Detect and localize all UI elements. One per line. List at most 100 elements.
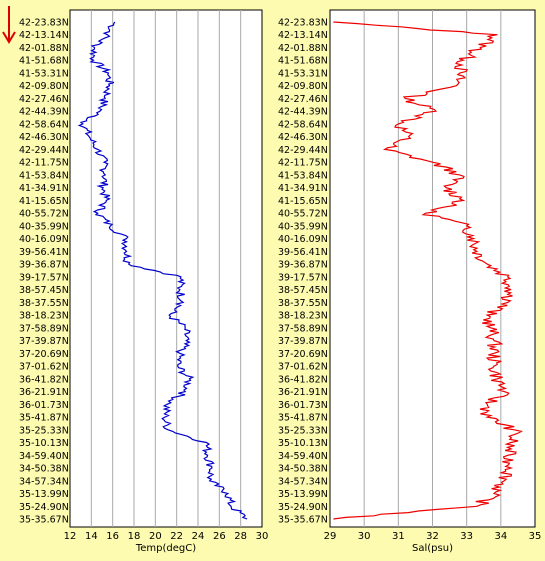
temp-y-tick-label: 42-23.83N (19, 18, 69, 29)
sal-x-tick-label: 35 (529, 531, 542, 542)
temp-series-line (77, 21, 248, 520)
sal-y-tick-label: 35-35.67N (278, 515, 328, 526)
temp-x-axis-label: Temp(degC) (135, 543, 196, 554)
sal-y-tick-label: 42-23.83N (278, 18, 328, 29)
sal-y-tick-label: 39-36.87N (278, 260, 328, 271)
sal-x-axis-label: Sal(psu) (412, 543, 453, 554)
temp-y-tick-label: 42-09.80N (19, 81, 69, 92)
sal-y-tick-label: 38-57.45N (278, 285, 328, 296)
sal-x-tick-label: 29 (324, 531, 337, 542)
sal-y-tick-label: 41-51.68N (278, 56, 328, 67)
temp-y-tick-label: 37-20.69N (19, 349, 69, 360)
temp-y-tick-label: 42-46.30N (19, 132, 69, 143)
temp-plot-area (69, 9, 263, 528)
temp-y-tick-label: 39-36.87N (19, 260, 69, 271)
arrow-head (2, 31, 16, 44)
temp-y-tick-label: 42-27.46N (19, 94, 69, 105)
temp-x-tick-label: 26 (213, 531, 226, 542)
sal-y-tick-label: 42-27.46N (278, 94, 328, 105)
sal-y-tick-label: 36-21.91N (278, 387, 328, 398)
sal-y-tick-label: 38-37.55N (278, 298, 328, 309)
temp-y-tick-label: 41-53.84N (19, 170, 69, 181)
sal-y-tick-label: 35-24.90N (278, 502, 328, 513)
temp-y-tick-label: 40-16.09N (19, 234, 69, 245)
sal-y-tick-label: 41-53.31N (278, 68, 328, 79)
sal-y-tick-label: 42-29.44N (278, 145, 328, 156)
temp-y-tick-label: 39-56.41N (19, 247, 69, 258)
sal-y-tick-label: 38-18.23N (278, 311, 328, 322)
sal-y-tick-label: 35-13.99N (278, 489, 328, 500)
sal-y-tick-label: 36-01.73N (278, 400, 328, 411)
sal-x-tick-label: 33 (460, 531, 473, 542)
sal-y-tick-label: 35-10.13N (278, 438, 328, 449)
sal-y-tick-label: 34-57.34N (278, 476, 328, 487)
temp-y-tick-label: 35-10.13N (19, 438, 69, 449)
sal-y-tick-label: 40-16.09N (278, 234, 328, 245)
temp-y-tick-label: 35-13.99N (19, 489, 69, 500)
sal-y-tick-label: 37-39.87N (278, 336, 328, 347)
down-arrow-icon (2, 6, 16, 44)
temp-x-tick-label: 30 (256, 531, 269, 542)
sal-y-tick-label: 42-44.39N (278, 107, 328, 118)
temp-y-tick-label: 35-35.67N (19, 515, 69, 526)
salinity-panel: 29 30 31 32 33 34 35 Sal(psu) 42-23.83N42-13.14N… (278, 9, 542, 554)
sal-y-tick-label: 39-17.57N (278, 272, 328, 283)
sal-x-tick-label: 32 (426, 531, 439, 542)
sal-y-tick-label: 39-56.41N (278, 247, 328, 258)
temp-x-tick-label: 22 (170, 531, 183, 542)
temp-y-tick-label: 38-18.23N (19, 311, 69, 322)
temp-y-tick-label: 35-24.90N (19, 502, 69, 513)
temp-y-tick-label: 40-35.99N (19, 221, 69, 232)
sal-y-tick-label: 35-41.87N (278, 413, 328, 424)
temp-y-tick-label: 42-13.14N (19, 30, 69, 41)
temp-y-tick-label: 37-01.62N (19, 362, 69, 373)
temp-y-tick-label: 34-57.34N (19, 476, 69, 487)
temp-y-tick-label: 36-21.91N (19, 387, 69, 398)
sal-y-tick-label: 37-01.62N (278, 362, 328, 373)
sal-x-tick-label: 31 (392, 531, 405, 542)
temp-y-tick-label: 42-58.64N (19, 119, 69, 130)
temp-y-tick-label: 37-39.87N (19, 336, 69, 347)
temp-y-tick-label: 35-25.33N (19, 425, 69, 436)
sal-y-tick-label: 34-50.38N (278, 464, 328, 475)
sal-y-tick-label: 42-01.88N (278, 43, 328, 54)
temp-x-tick-label: 28 (234, 531, 247, 542)
sal-y-tick-label: 37-58.89N (278, 323, 328, 334)
sal-y-tick-label: 42-58.64N (278, 119, 328, 130)
sal-y-tick-label: 42-13.14N (278, 30, 328, 41)
temp-y-tick-label: 36-01.73N (19, 400, 69, 411)
sal-x-tick-label: 30 (358, 531, 371, 542)
sal-x-tick-label: 34 (494, 531, 507, 542)
temp-y-tick-label: 35-41.87N (19, 413, 69, 424)
temp-y-tick-label: 40-55.72N (19, 209, 69, 220)
sal-y-tick-label: 41-53.84N (278, 170, 328, 181)
sal-y-tick-label: 42-09.80N (278, 81, 328, 92)
temp-y-tick-label: 38-57.45N (19, 285, 69, 296)
temp-y-tick-label: 39-17.57N (19, 272, 69, 283)
temp-y-tick-label: 41-34.91N (19, 183, 69, 194)
temp-x-tick-label: 14 (85, 531, 98, 542)
temp-y-tick-label: 41-51.68N (19, 56, 69, 67)
sal-y-tick-label: 42-11.75N (278, 158, 328, 169)
temp-y-tick-label: 34-59.40N (19, 451, 69, 462)
temp-y-tick-label: 42-29.44N (19, 145, 69, 156)
temp-y-tick-label: 42-11.75N (19, 158, 69, 169)
temp-x-tick-label: 24 (192, 531, 205, 542)
temp-y-tick-label: 37-58.89N (19, 323, 69, 334)
temp-y-tick-label: 42-01.88N (19, 43, 69, 54)
sal-y-tick-label: 37-20.69N (278, 349, 328, 360)
temp-y-tick-label: 34-50.38N (19, 464, 69, 475)
temp-x-tick-label: 16 (106, 531, 119, 542)
temp-y-tick-label: 36-41.82N (19, 374, 69, 385)
temp-y-tick-label: 41-53.31N (19, 68, 69, 79)
sal-y-tick-label: 40-35.99N (278, 221, 328, 232)
sal-y-tick-label: 41-15.65N (278, 196, 328, 207)
temp-x-tick-label: 18 (128, 531, 141, 542)
sal-y-tick-label: 35-25.33N (278, 425, 328, 436)
temp-y-tick-label: 38-37.55N (19, 298, 69, 309)
temp-x-tick-label: 12 (64, 531, 77, 542)
sal-y-tick-label: 34-59.40N (278, 451, 328, 462)
temp-x-tick-label: 20 (149, 531, 162, 542)
